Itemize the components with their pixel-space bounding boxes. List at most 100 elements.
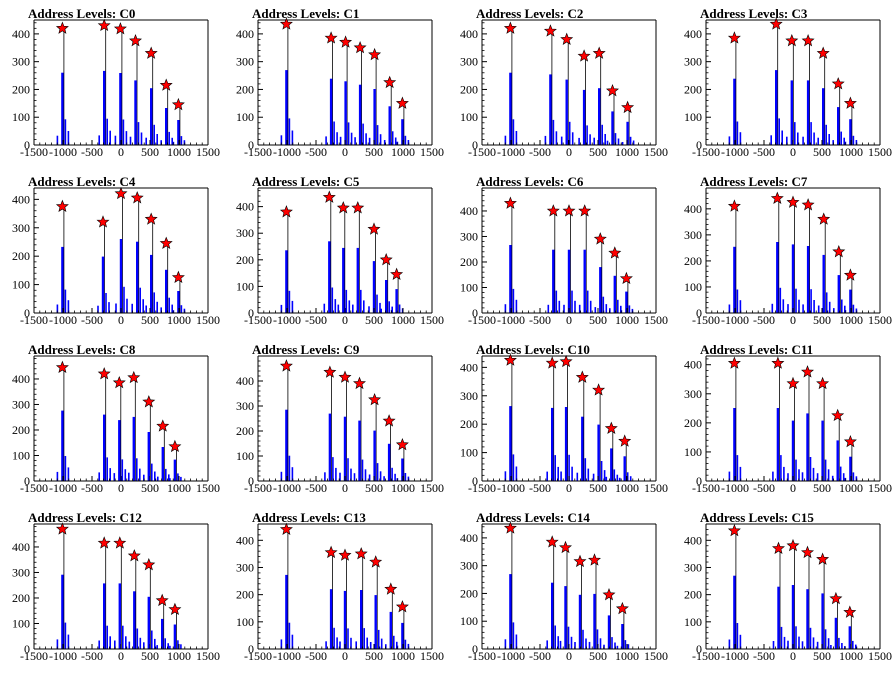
bar-minor	[795, 459, 797, 481]
bar-minor	[560, 136, 563, 145]
x-tick-label: 1000	[615, 145, 639, 159]
y-tick-label: 200	[236, 82, 254, 96]
bar	[564, 407, 568, 481]
chart-panel: Address Levels: C11 -1500 -1000 -500 0 500 100…	[684, 342, 892, 495]
bar-minor	[288, 622, 291, 649]
y-tick-label: 0	[472, 306, 478, 320]
bar-minor	[380, 638, 383, 649]
bar-minor	[109, 130, 111, 145]
bar-minor	[812, 467, 815, 481]
bar	[821, 420, 824, 481]
bar	[387, 443, 391, 481]
bar	[328, 413, 332, 481]
bar-minor	[137, 122, 140, 145]
x-tick-label: -500	[753, 649, 775, 663]
star-marker-icon	[575, 370, 589, 383]
bar-minor	[787, 473, 789, 481]
x-tick-label: 0	[566, 481, 572, 495]
star-marker-icon	[843, 96, 857, 109]
x-tick-label: -500	[305, 649, 327, 663]
star-marker-icon	[786, 376, 800, 390]
y-tick-label: 300	[460, 559, 478, 573]
bar	[777, 586, 780, 649]
y-tick-label: 0	[248, 642, 254, 656]
y-tick-label: 0	[696, 138, 702, 152]
x-tick-label: 1500	[868, 481, 892, 495]
bar	[791, 420, 795, 481]
bar-minor	[67, 131, 70, 145]
bar-minor	[125, 636, 127, 649]
bar-minor	[106, 457, 108, 481]
x-tick-label: 1000	[167, 649, 191, 663]
star-marker-icon	[338, 548, 352, 561]
bar-minor	[168, 474, 170, 481]
star-marker-icon	[144, 46, 158, 59]
chart-title: Address Levels: C8	[28, 342, 136, 357]
x-tick-label: 0	[118, 481, 124, 495]
star-marker-icon	[168, 439, 182, 453]
bar	[373, 89, 376, 145]
y-tick-label: 100	[12, 278, 30, 292]
bar	[136, 241, 139, 313]
x-tick-label: 1500	[644, 481, 668, 495]
y-tick-label: 100	[460, 614, 478, 628]
x-tick-label: -1500	[692, 145, 720, 159]
bar-minor	[781, 130, 783, 145]
bar-minor	[809, 627, 812, 649]
bar	[806, 246, 810, 313]
star-marker-icon	[559, 354, 573, 368]
bar-minor	[180, 136, 183, 145]
bar-minor	[587, 468, 590, 481]
bar	[401, 458, 404, 481]
bar-minor	[126, 298, 128, 313]
bar	[177, 120, 180, 145]
y-tick-label: 400	[684, 202, 702, 216]
chart-title: Address Levels: C11	[700, 342, 813, 357]
bar-minor	[376, 125, 379, 145]
bar-minor	[139, 468, 141, 481]
bar	[360, 590, 363, 649]
bar-minor	[828, 301, 831, 314]
bar-minor	[128, 641, 131, 649]
bar-minor	[783, 636, 786, 649]
star-marker-icon	[786, 538, 800, 552]
bar-minor	[568, 121, 571, 145]
star-marker-icon	[503, 21, 517, 34]
x-tick-label: -500	[529, 145, 551, 159]
star-marker-icon	[379, 252, 393, 266]
bar	[285, 70, 288, 145]
bar	[791, 244, 795, 313]
bar-minor	[618, 477, 621, 481]
x-tick-label: -500	[81, 145, 103, 159]
bar-minor	[106, 118, 108, 145]
bar-minor	[165, 468, 167, 481]
bar	[343, 416, 347, 481]
x-tick-label: -500	[529, 313, 551, 327]
bar-minor	[379, 471, 382, 482]
bar-minor	[353, 473, 356, 481]
bar-minor	[840, 131, 842, 145]
x-tick-label: 1500	[196, 649, 220, 663]
bar	[806, 589, 809, 649]
bar-minor	[280, 639, 283, 649]
bar-minor	[67, 300, 70, 313]
x-tick-label: -1500	[468, 313, 496, 327]
bar	[119, 239, 123, 313]
x-tick-label: -500	[753, 313, 775, 327]
star-marker-icon	[801, 33, 815, 47]
bar-minor	[139, 287, 141, 313]
bar-minor	[98, 640, 100, 649]
x-tick-label: -500	[305, 313, 327, 327]
y-tick-label: 200	[684, 82, 702, 96]
bar-minor	[368, 306, 370, 313]
chart-panel: Address Levels: C7-1500 -1000 -500 0 500 1000…	[684, 174, 892, 327]
bar-minor	[825, 124, 827, 145]
star-marker-icon	[159, 236, 173, 249]
y-tick-label: 200	[460, 586, 478, 600]
x-tick-label: 1000	[391, 313, 415, 327]
x-tick-label: 500	[813, 313, 831, 327]
bar-minor	[393, 635, 395, 649]
bar-minor	[345, 289, 348, 313]
bar-minor	[350, 468, 352, 481]
x-tick-label: 500	[141, 649, 159, 663]
